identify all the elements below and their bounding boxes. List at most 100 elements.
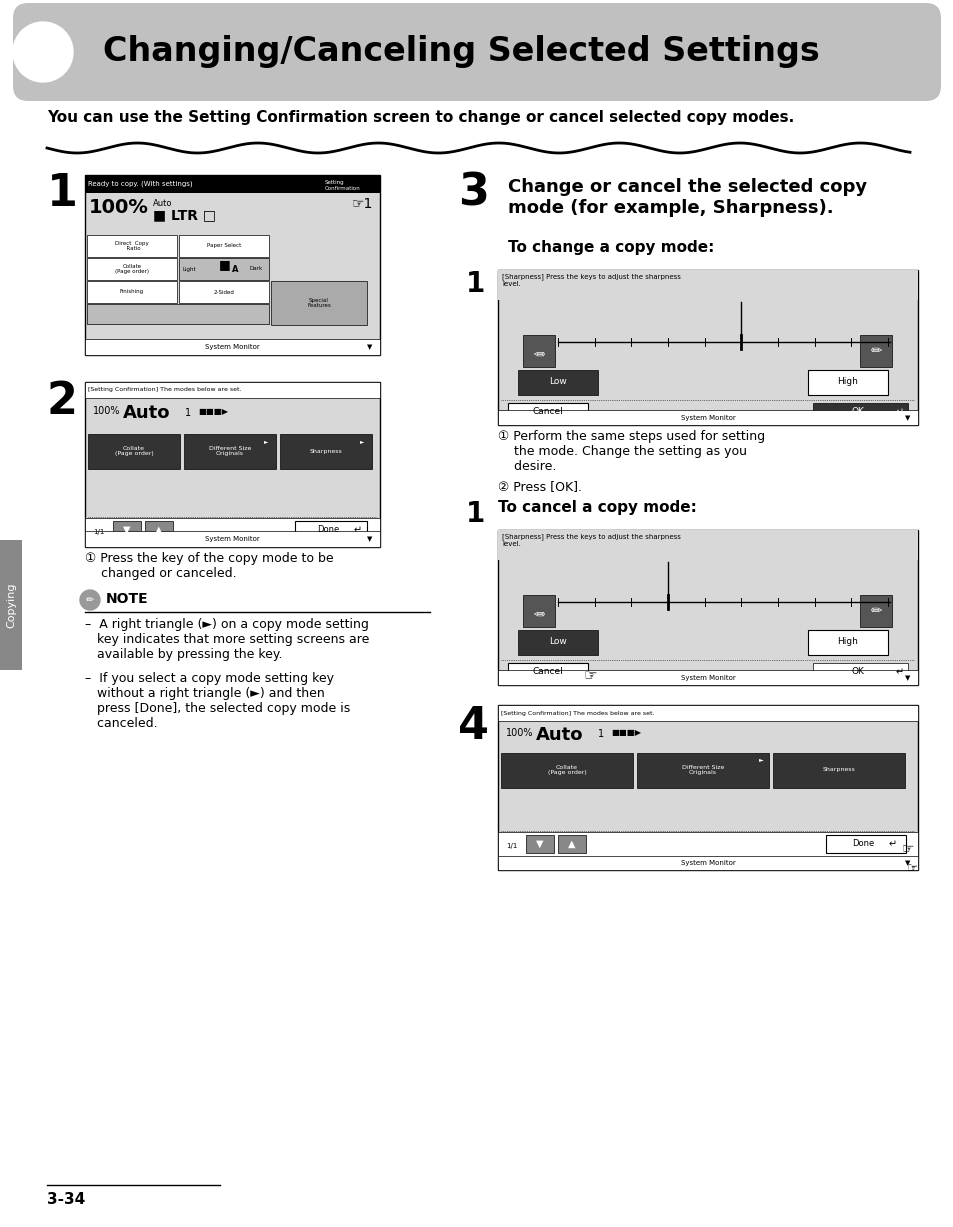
- Text: 3-34: 3-34: [47, 1191, 85, 1207]
- Text: [Sharpness] Press the keys to adjust the sharpness
level.: [Sharpness] Press the keys to adjust the…: [501, 272, 680, 287]
- Text: ▼: ▼: [536, 839, 543, 849]
- Text: Setting
Confirmation: Setting Confirmation: [325, 180, 360, 191]
- Text: ▲: ▲: [568, 839, 576, 849]
- Bar: [280, 434, 372, 469]
- Text: ☞1: ☞1: [352, 198, 373, 211]
- Text: ☞: ☞: [582, 669, 597, 683]
- Bar: [0, 540, 22, 670]
- Text: ↵: ↵: [354, 525, 362, 535]
- Bar: [859, 595, 891, 627]
- Bar: [497, 530, 917, 560]
- Text: OK: OK: [851, 667, 863, 676]
- Bar: [85, 531, 379, 547]
- Text: Ready to copy. (With settings): Ready to copy. (With settings): [88, 180, 193, 188]
- Bar: [558, 836, 585, 853]
- Text: ↵: ↵: [888, 839, 896, 849]
- FancyBboxPatch shape: [13, 2, 940, 101]
- Bar: [179, 281, 269, 303]
- Text: Sharpness: Sharpness: [821, 768, 855, 773]
- Bar: [497, 706, 917, 721]
- Bar: [497, 270, 917, 299]
- Text: ■: ■: [219, 259, 231, 271]
- Bar: [807, 629, 887, 655]
- Text: ☞: ☞: [901, 840, 913, 855]
- Bar: [497, 530, 917, 685]
- Text: ■■■▶: ■■■▶: [198, 407, 228, 416]
- Bar: [525, 836, 554, 853]
- Text: Low: Low: [549, 378, 566, 387]
- Text: High: High: [837, 378, 858, 387]
- Text: ▼: ▼: [367, 536, 373, 542]
- Text: 1: 1: [47, 172, 78, 215]
- Text: –  If you select a copy mode setting key
   without a right triangle (►) and the: – If you select a copy mode setting key …: [85, 672, 350, 730]
- Text: Different Size
Originals: Different Size Originals: [681, 764, 723, 775]
- Text: ↵: ↵: [895, 667, 903, 677]
- Text: High: High: [837, 638, 858, 647]
- Bar: [807, 371, 887, 395]
- Text: 1: 1: [185, 409, 191, 418]
- Text: Auto: Auto: [123, 404, 171, 422]
- Bar: [112, 521, 141, 539]
- Bar: [772, 753, 904, 788]
- Bar: [271, 281, 367, 325]
- Text: Change or cancel the selected copy
mode (for example, Sharpness).: Change or cancel the selected copy mode …: [507, 178, 866, 217]
- Bar: [85, 175, 379, 193]
- Bar: [812, 402, 907, 421]
- Text: ✏: ✏: [86, 595, 94, 605]
- Text: Changing/Canceling Selected Settings: Changing/Canceling Selected Settings: [103, 36, 819, 69]
- Bar: [500, 789, 914, 829]
- Text: Collate
(Page order): Collate (Page order): [114, 445, 153, 456]
- Text: Different Size
Originals: Different Size Originals: [209, 445, 251, 456]
- Text: 100%: 100%: [505, 728, 533, 737]
- Bar: [88, 434, 180, 469]
- Text: 1: 1: [465, 270, 485, 298]
- Text: Collate
(Page order): Collate (Page order): [115, 264, 149, 275]
- Text: Low: Low: [549, 638, 566, 647]
- Bar: [294, 521, 367, 539]
- Text: 1: 1: [598, 729, 603, 739]
- Text: ✏: ✏: [533, 604, 544, 618]
- Text: ☞: ☞: [906, 863, 918, 876]
- Bar: [507, 663, 587, 681]
- Text: [Setting Confirmation] The modes below are set.: [Setting Confirmation] The modes below a…: [500, 710, 654, 715]
- Text: 1/1: 1/1: [92, 529, 104, 535]
- Text: –  A right triangle (►) on a copy mode setting
   key indicates that more settin: – A right triangle (►) on a copy mode se…: [85, 618, 369, 661]
- Text: Special
Features: Special Features: [307, 298, 331, 308]
- Bar: [517, 629, 598, 655]
- Bar: [497, 270, 917, 425]
- Text: System Monitor: System Monitor: [205, 344, 259, 350]
- Text: Collate
(Page order): Collate (Page order): [547, 764, 586, 775]
- Text: ■ LTR □: ■ LTR □: [152, 209, 215, 222]
- Text: NOTE: NOTE: [106, 591, 149, 606]
- Text: ►: ►: [359, 439, 364, 444]
- Bar: [87, 258, 177, 280]
- Text: Auto: Auto: [536, 726, 583, 744]
- Circle shape: [13, 22, 73, 82]
- Text: ▼: ▼: [123, 525, 131, 535]
- Bar: [497, 706, 917, 870]
- Bar: [85, 518, 379, 546]
- Text: 1/1: 1/1: [505, 843, 517, 849]
- Bar: [87, 236, 177, 256]
- Bar: [517, 371, 598, 395]
- Text: 4: 4: [457, 706, 489, 748]
- Text: ►: ►: [758, 757, 762, 762]
- Text: 100%: 100%: [92, 406, 120, 416]
- Bar: [85, 175, 379, 355]
- Text: ✏: ✏: [869, 604, 881, 618]
- Bar: [497, 410, 917, 425]
- Text: [Sharpness] Press the keys to adjust the sharpness
level.: [Sharpness] Press the keys to adjust the…: [501, 533, 680, 547]
- Bar: [522, 595, 555, 627]
- Bar: [812, 663, 907, 681]
- Bar: [507, 402, 587, 421]
- Text: Dark: Dark: [250, 266, 263, 271]
- Bar: [179, 236, 269, 256]
- Text: System Monitor: System Monitor: [679, 675, 735, 681]
- Text: ▲: ▲: [155, 525, 163, 535]
- Text: [Setting Confirmation] The modes below are set.: [Setting Confirmation] The modes below a…: [88, 388, 241, 393]
- Bar: [497, 670, 917, 685]
- Text: Paper Select: Paper Select: [207, 243, 241, 249]
- Text: 3: 3: [457, 172, 488, 215]
- Bar: [179, 258, 269, 280]
- Bar: [497, 856, 917, 870]
